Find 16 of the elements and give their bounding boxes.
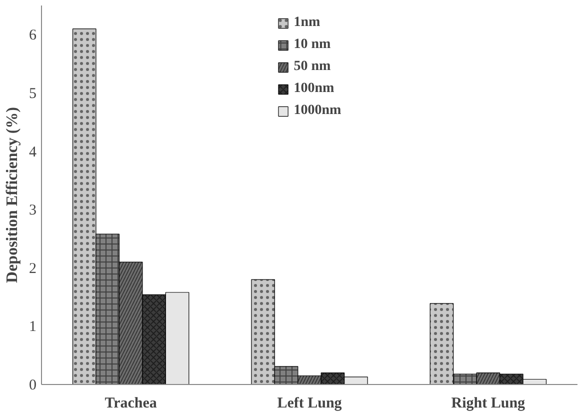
legend-label: 10 nm: [294, 37, 331, 53]
x-tick-label: Left Lung: [277, 396, 342, 412]
legend-label: 1000nm: [294, 103, 342, 119]
x-tick-label: Right Lung: [451, 396, 526, 412]
legend-label: 1nm: [294, 15, 320, 31]
x-tick-label: Trachea: [104, 396, 158, 412]
y-tick-label: 6: [29, 28, 37, 44]
y-tick-label: 3: [29, 202, 36, 219]
y-tick-label: 4: [29, 144, 37, 160]
y-tick-label: 1: [29, 319, 36, 336]
y-axis-title: Deposition Efficiency (%): [4, 107, 21, 283]
legend-label: 50 nm: [294, 59, 331, 75]
y-tick-label: 2: [29, 260, 36, 277]
y-tick-label: 0: [29, 378, 36, 394]
legend-label: 100nm: [294, 81, 334, 97]
y-tick-label: 5: [29, 86, 36, 102]
